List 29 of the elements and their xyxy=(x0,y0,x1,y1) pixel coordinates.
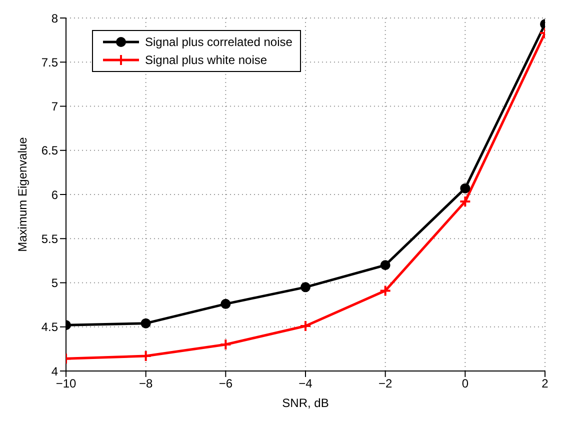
point xyxy=(459,196,472,208)
y-tick-label: 5.5 xyxy=(41,232,58,246)
y-tick-label: 4 xyxy=(51,364,58,378)
x-tick-label: −8 xyxy=(138,376,153,391)
x-tick-label: 2 xyxy=(542,376,549,391)
point xyxy=(140,318,151,328)
point xyxy=(300,320,312,332)
x-tick-label: −6 xyxy=(218,376,233,391)
x-axis-title: SNR, dB xyxy=(282,396,329,410)
y-tick-label: 6.5 xyxy=(41,144,58,158)
point xyxy=(220,338,232,351)
x-tick-label: 0 xyxy=(462,376,469,391)
y-tick-label: 4.5 xyxy=(41,320,58,334)
y-tick-label: 7.5 xyxy=(41,55,58,70)
x-tick-label: −4 xyxy=(298,376,313,391)
y-tick-label: 6 xyxy=(51,188,58,202)
y-tick-label: 8 xyxy=(51,11,58,26)
point xyxy=(300,282,310,292)
point xyxy=(220,298,231,309)
point xyxy=(460,183,470,194)
point xyxy=(379,284,392,297)
point xyxy=(380,260,390,270)
x-tick-label: −10 xyxy=(56,376,76,391)
y-tick-label: 5 xyxy=(51,276,58,290)
y-axis-title: Maximum Eigenvalue xyxy=(15,136,30,252)
legend-label: Signal plus correlated noise xyxy=(145,34,292,51)
legend-label: Signal plus white noise xyxy=(145,52,268,69)
x-tick-label: −2 xyxy=(378,376,392,391)
y-tick-label: 7 xyxy=(51,100,58,114)
